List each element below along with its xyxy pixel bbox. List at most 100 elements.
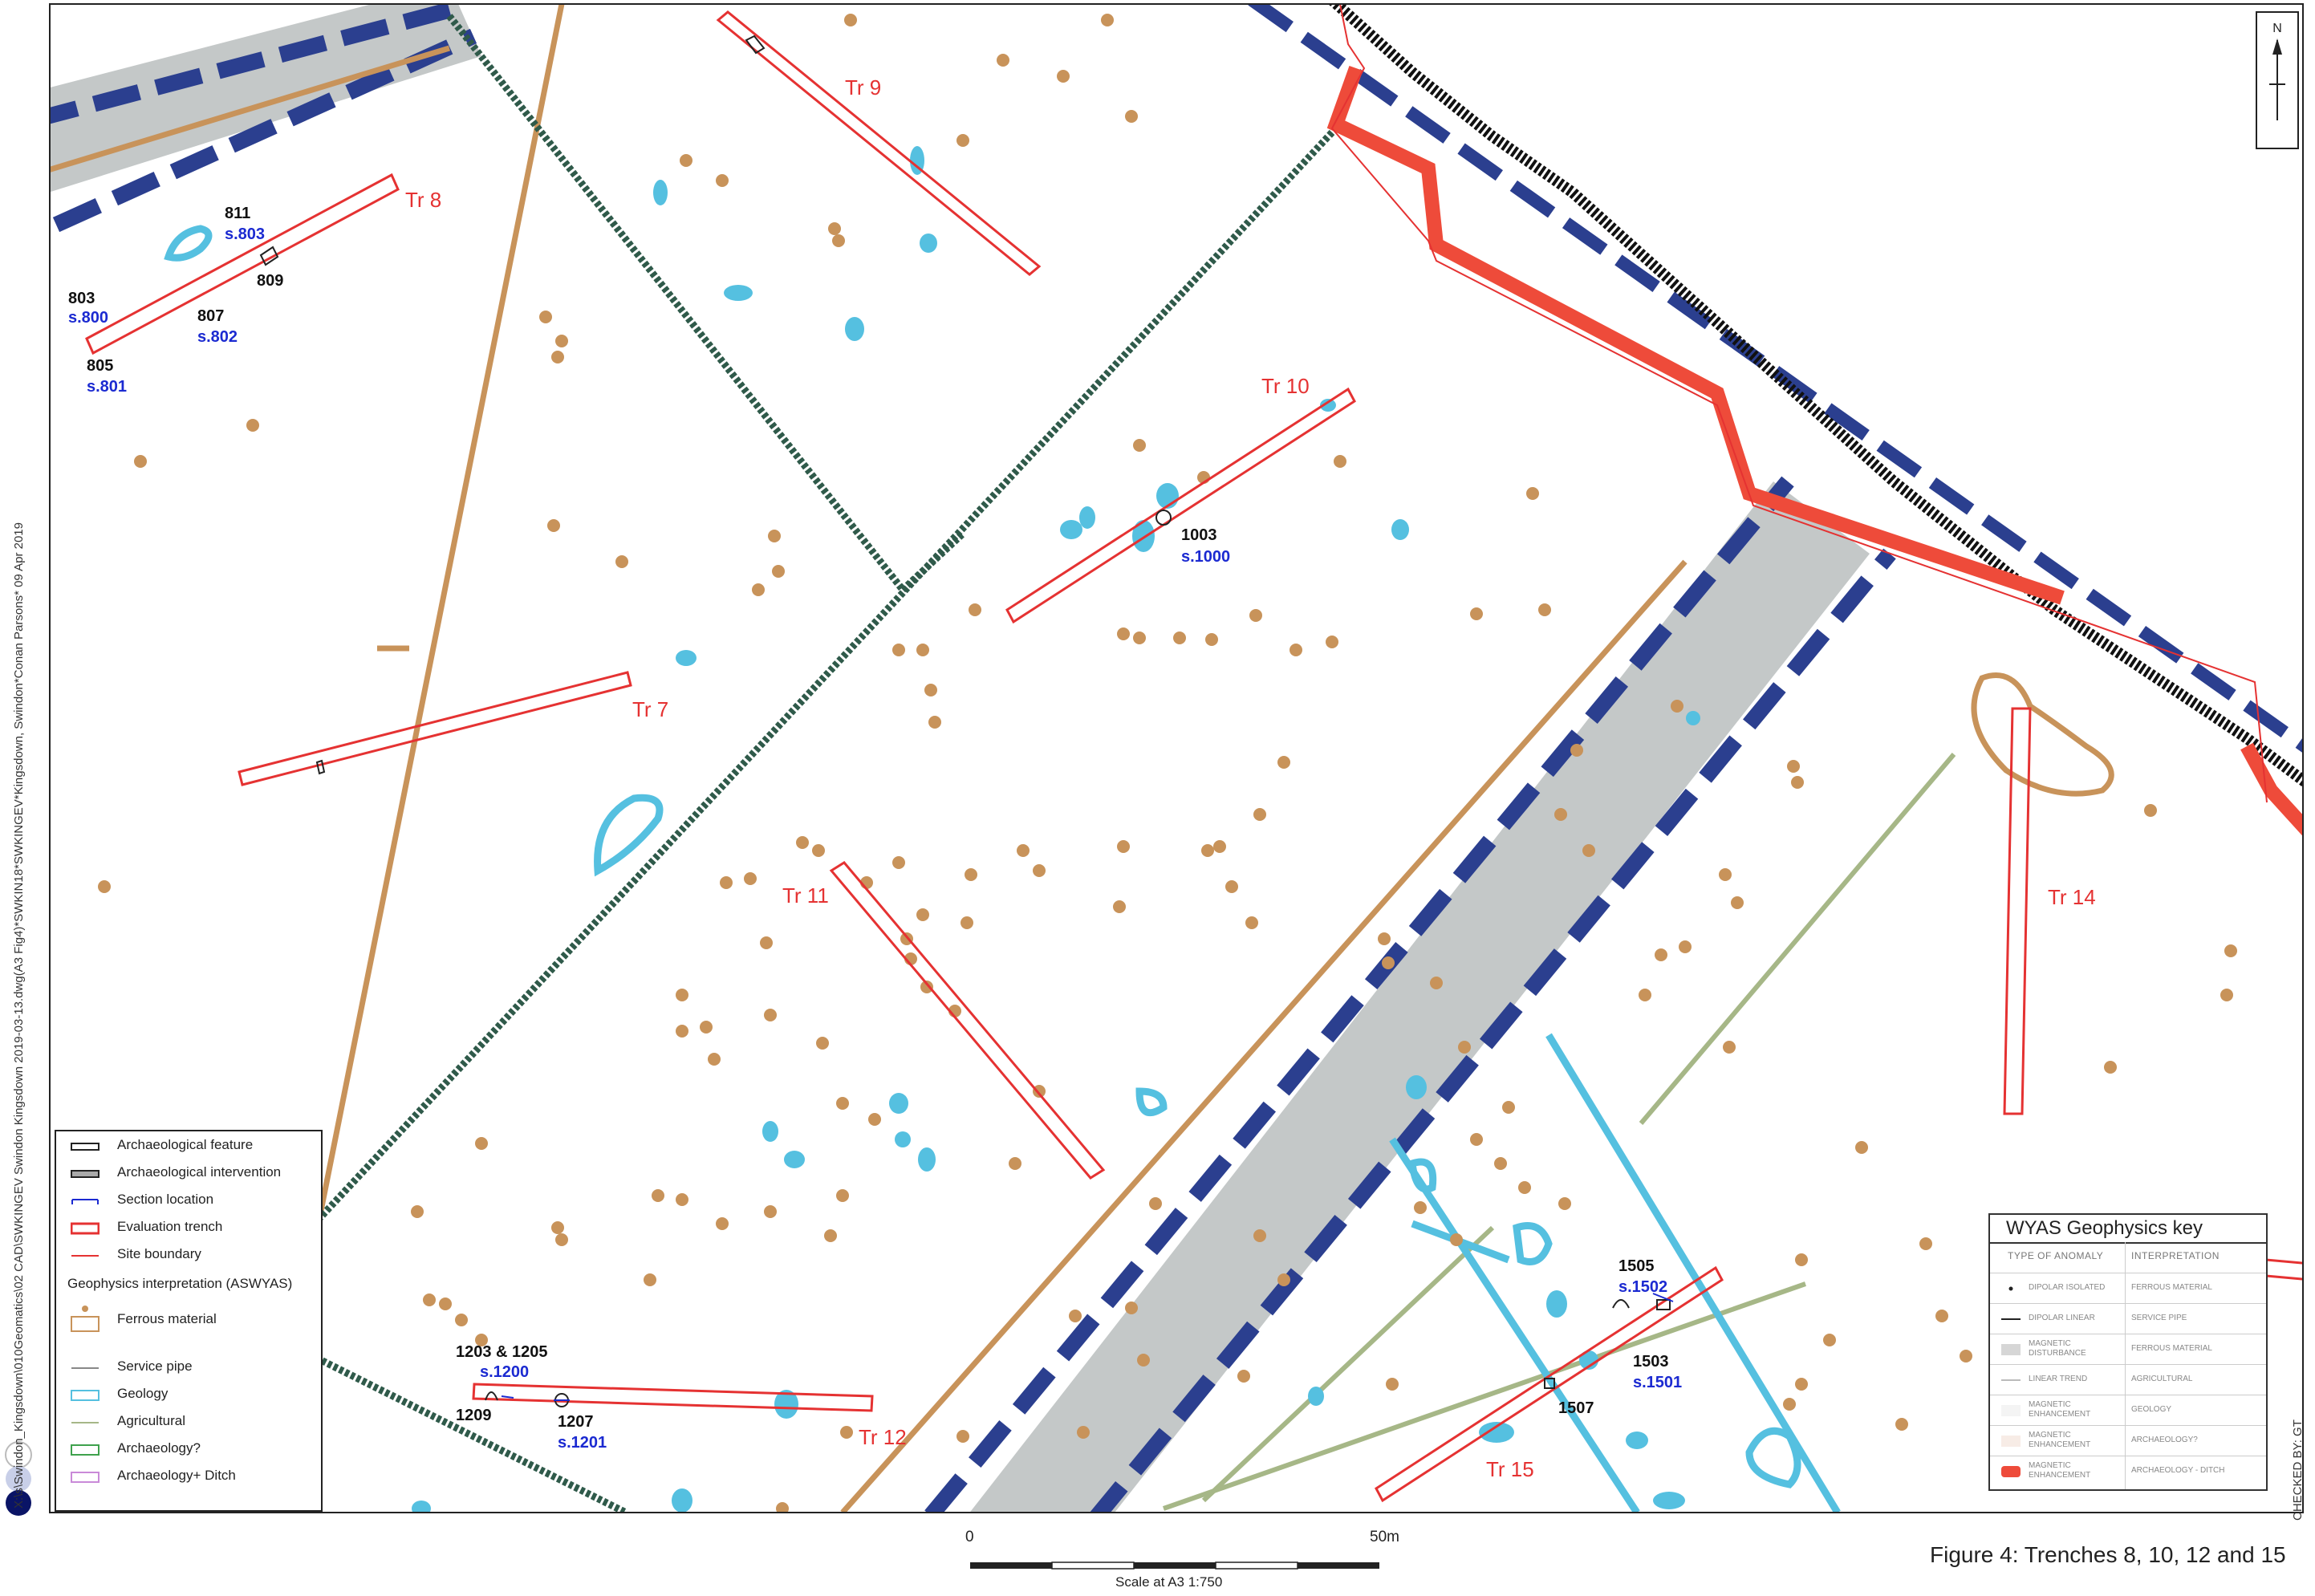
agricultural-trends-green: [1163, 753, 1956, 1511]
feature-label-1505: 1505: [1618, 1257, 1655, 1275]
trench-label-tr12: Tr 12: [859, 1425, 907, 1449]
trench-9: [716, 10, 1042, 276]
trench-7: [238, 671, 632, 786]
ferrous-material-dots: [98, 14, 2237, 1513]
map-legend: Archaeological feature Archaeological in…: [55, 1130, 323, 1512]
section-label-s802: s.802: [197, 328, 238, 346]
feature-label-811: 811: [225, 205, 250, 222]
legend-item-ditch: Archaeology+ Ditch: [56, 1464, 321, 1491]
wyas-row: LINEAR TREND AGRICULTURAL: [1990, 1364, 2266, 1395]
legend-item-boundary: Site boundary: [56, 1242, 321, 1269]
file-path-text: X:\s\Swindon_Kingsdown\010Geomatics\02 C…: [12, 522, 26, 1509]
north-arrow: N: [2256, 11, 2299, 149]
dipolar-linear-icon: [2001, 1318, 2021, 1320]
feature-label-1209: 1209: [456, 1407, 492, 1424]
trench-15: [1375, 1265, 1724, 1503]
north-label: N: [2272, 22, 2282, 35]
scale-caption: Scale at A3 1:750: [1115, 1574, 1223, 1590]
trench-symbol-icon: [71, 1222, 100, 1235]
legend-item-archaeology: Archaeology?: [56, 1436, 321, 1464]
dipolar-isolated-icon: [2008, 1286, 2013, 1291]
trench-label-tr9: Tr 9: [845, 75, 881, 99]
section-label-s803: s.803: [225, 225, 265, 243]
geology-symbol-icon: [71, 1390, 100, 1401]
svg-text:X:\s\Swindon_Kingsdown\010Geom: X:\s\Swindon_Kingsdown\010Geomatics\02 C…: [12, 522, 26, 1509]
trench-label-tr14: Tr 14: [2048, 885, 2096, 909]
section-label-s801: s.801: [87, 378, 127, 396]
legend-item-service: Service pipe: [56, 1354, 321, 1382]
wyas-key-title: WYAS Geophysics key: [1990, 1215, 2266, 1244]
trench-11: [829, 861, 1106, 1180]
ditch-feature: [1326, 65, 2065, 605]
wyas-row: DIPOLAR ISOLATED FERROUS MATERIAL: [1990, 1273, 2266, 1304]
legend-geophysics-heading: Geophysics interpretation (ASWYAS): [67, 1276, 293, 1291]
legend-item-feature: Archaeological feature: [56, 1133, 321, 1160]
feature-label-1503: 1503: [1633, 1353, 1669, 1371]
checked-by-text: CHECKED BY: GT: [2291, 1419, 2305, 1521]
trench-label-tr7: Tr 7: [632, 697, 668, 721]
feature-label-803: 803: [68, 290, 95, 307]
archaeology-symbol-icon: [71, 1444, 100, 1456]
feature-label-805: 805: [87, 357, 113, 375]
geology-anomalies: [164, 225, 1841, 1513]
feature-label-1203-1205: 1203 & 1205: [456, 1343, 548, 1361]
section-label-s1200: s.1200: [480, 1363, 529, 1381]
linear-trend-icon: [2001, 1379, 2021, 1381]
scale-zero-label: 0: [965, 1529, 974, 1545]
trench-10: [1005, 387, 1356, 624]
feature-label-1003: 1003: [1181, 526, 1217, 544]
feature-label-1507: 1507: [1558, 1399, 1594, 1417]
feature-symbol-icon: [71, 1143, 100, 1151]
map-frame: [49, 3, 2304, 1513]
wyas-col-interp: INTERPRETATION: [2131, 1250, 2220, 1261]
evaluation-trenches: [85, 10, 2303, 1503]
wyas-geophysics-key: WYAS Geophysics key TYPE OF ANOMALY INTE…: [1988, 1213, 2268, 1491]
ditch-feature-east: [2240, 742, 2303, 837]
ditch-symbol-icon: [71, 1472, 100, 1483]
section-label-s1201: s.1201: [558, 1434, 607, 1452]
magnetic-enhancement-geology-icon: [2001, 1405, 2021, 1416]
trench-label-tr11: Tr 11: [782, 883, 829, 908]
site-boundary: [1330, 4, 2268, 803]
service-symbol-icon: [71, 1367, 99, 1369]
trench-label-tr15: Tr 15: [1486, 1457, 1534, 1481]
scale-bar: [970, 1561, 1379, 1570]
feature-label-1207: 1207: [558, 1413, 594, 1431]
feature-label-807: 807: [197, 307, 224, 325]
legend-item-intervention: Archaeological intervention: [56, 1160, 321, 1188]
geology-blobs: [412, 146, 1700, 1513]
legend-item-geology: Geology: [56, 1382, 321, 1409]
magnetic-disturbance: [1328, 4, 2303, 788]
magnetic-enhancement-ditch-icon: [2001, 1466, 2021, 1477]
section-label-s1502: s.1502: [1618, 1278, 1667, 1296]
trench-label-tr8: Tr 8: [405, 188, 441, 212]
wyas-row: MAGNETIC DISTURBANCE FERROUS MATERIAL: [1990, 1334, 2266, 1365]
wyas-row: MAGNETIC ENHANCEMENT ARCHAEOLOGY - DITCH: [1990, 1456, 2266, 1487]
section-lines: [501, 1293, 1674, 1401]
road-northwest: [50, 4, 481, 233]
svg-text:CHECKED BY: GT: CHECKED BY: GT: [2291, 1419, 2305, 1521]
wyas-row: MAGNETIC ENHANCEMENT GEOLOGY: [1990, 1395, 2266, 1426]
wyas-row: MAGNETIC ENHANCEMENT ARCHAEOLOGY?: [1990, 1425, 2266, 1456]
trench-12: [472, 1383, 874, 1412]
trench-14: [2003, 707, 2032, 1115]
legend-item-ferrous: Ferrous material: [56, 1298, 321, 1338]
trench-edge-east: [2264, 1258, 2303, 1281]
legend-item-trench: Evaluation trench: [56, 1215, 321, 1242]
intervention-symbol-icon: [71, 1170, 100, 1178]
magnetic-enhancement-archaeology-icon: [2001, 1436, 2021, 1447]
section-label-s1000: s.1000: [1181, 548, 1230, 566]
magnetic-disturbance-icon: [2001, 1344, 2021, 1355]
legend-item-agricultural: Agricultural: [56, 1409, 321, 1436]
road-diagonal: [923, 476, 1896, 1513]
scale-end-label: 50m: [1370, 1529, 1399, 1545]
feature-label-809: 809: [257, 272, 283, 290]
figure-caption: Figure 4: Trenches 8, 10, 12 and 15: [1930, 1542, 2286, 1567]
agricultural-symbol-icon: [71, 1422, 99, 1423]
service-pipes: [262, 14, 1335, 1513]
boundary-symbol-icon: [71, 1255, 99, 1257]
legend-item-section: Section location: [56, 1188, 321, 1215]
trench-8: [85, 173, 400, 355]
archaeological-interventions: [259, 35, 766, 775]
